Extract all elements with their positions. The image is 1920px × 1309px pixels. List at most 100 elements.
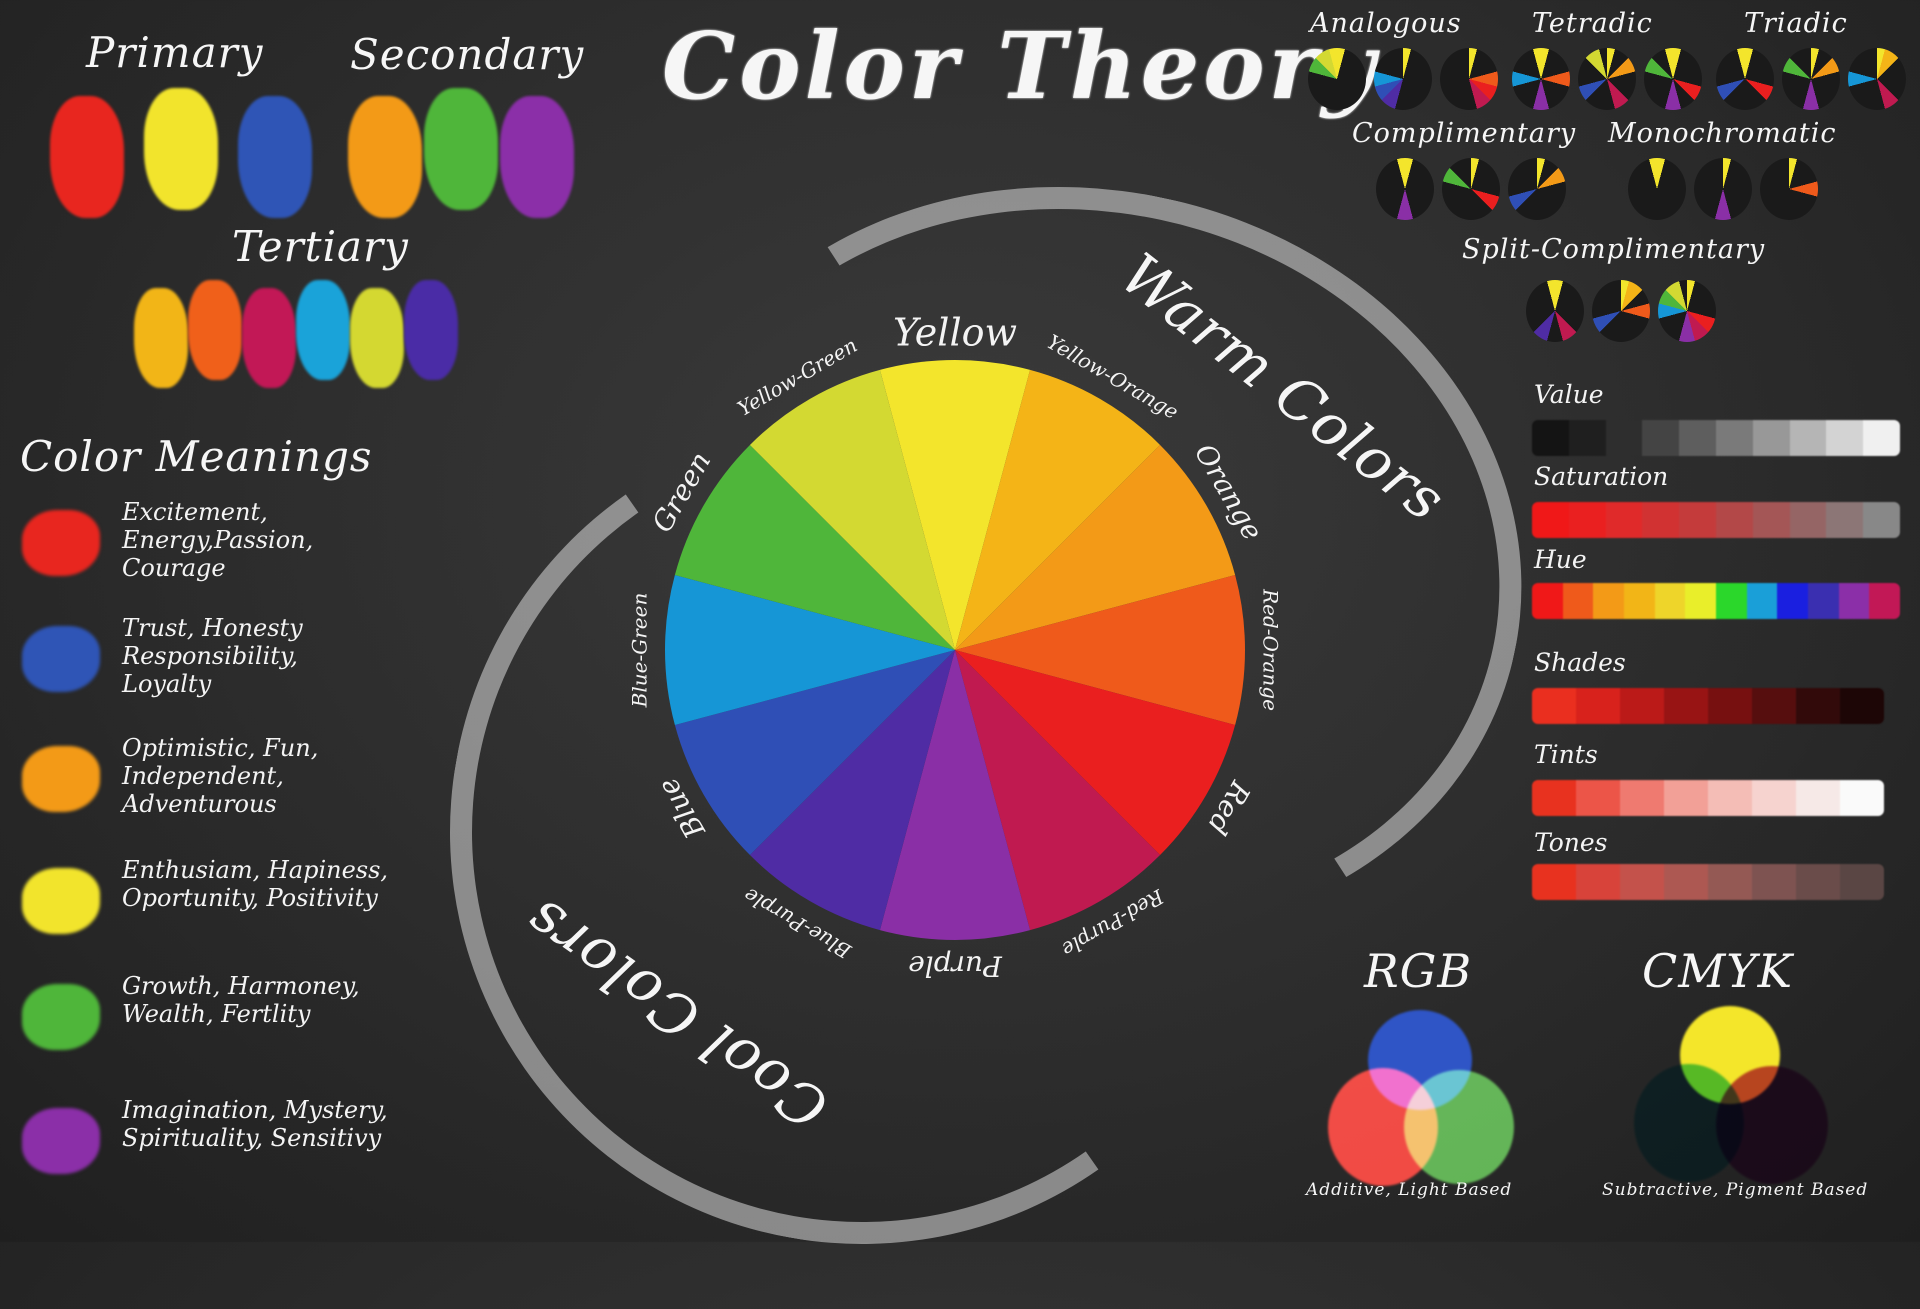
saturation-step <box>1715 502 1753 538</box>
primary-swatch <box>50 96 124 218</box>
value-step <box>1863 420 1900 456</box>
harmony-wheel <box>1658 280 1716 342</box>
harmony-wheel <box>1374 48 1432 110</box>
wheel-segment-red <box>955 650 1236 856</box>
meaning-color-blob <box>22 984 100 1050</box>
wheel-segment-yellow <box>879 359 1031 650</box>
tones-step <box>1620 864 1664 900</box>
saturation-step <box>1826 502 1864 538</box>
saturation-step <box>1605 502 1643 538</box>
harmony-wheel <box>1512 48 1570 110</box>
wheel-segment-purple <box>879 650 1031 940</box>
tints-step <box>1576 780 1620 816</box>
cmyk-caption: Subtractive, Pigment Based <box>1602 1180 1869 1200</box>
harmony-wheel <box>1526 280 1584 342</box>
harmony-wheel <box>1644 48 1702 110</box>
wheel-segment-red-orange <box>955 574 1245 726</box>
tints-step <box>1752 780 1796 816</box>
saturation-step <box>1789 502 1827 538</box>
value-step <box>1826 420 1864 456</box>
hue-step <box>1777 583 1809 619</box>
tertiary-swatch <box>242 288 296 388</box>
meaning-text: Optimistic, Fun, Independent, Adventurou… <box>122 734 319 818</box>
tertiary-swatch <box>134 288 188 388</box>
cmyk-heading: CMYK <box>1642 944 1794 998</box>
shades-step <box>1796 688 1840 724</box>
value-step <box>1642 420 1680 456</box>
value-step <box>1568 420 1606 456</box>
analogous-heading: Analogous <box>1310 8 1462 39</box>
wheel-label: Blue-Green <box>628 593 652 709</box>
primary-swatch <box>238 96 312 218</box>
secondary-swatch <box>424 88 498 210</box>
wheel-segment-yellow-green <box>749 369 955 650</box>
hue-scale <box>1532 583 1900 619</box>
rgb-heading: RGB <box>1364 944 1473 998</box>
saturation-step <box>1752 502 1790 538</box>
harmony-wheel <box>1308 48 1366 110</box>
shades-step <box>1664 688 1708 724</box>
harmony-wheel <box>1442 158 1500 220</box>
primary-swatch <box>144 88 218 210</box>
tertiary-swatch <box>404 280 458 380</box>
meaning-text: Imagination, Mystery, Spirituality, Sens… <box>122 1096 388 1152</box>
tints-step <box>1796 780 1840 816</box>
tints-step <box>1840 780 1884 816</box>
color-wheel: Yellow Yellow-OrangeOrangeRed-OrangeRedRe… <box>628 311 1283 983</box>
tones-step <box>1840 864 1884 900</box>
primary-heading: Primary <box>86 28 264 77</box>
tones-step <box>1576 864 1620 900</box>
page-title: Color Theory <box>662 12 1379 120</box>
harmony-wheel <box>1376 158 1434 220</box>
meaning-color-blob <box>22 510 100 576</box>
tones-step <box>1664 864 1708 900</box>
hue-step <box>1746 583 1778 619</box>
hue-step <box>1838 583 1870 619</box>
saturation-label: Saturation <box>1534 462 1669 491</box>
meaning-text: Trust, Honesty Responsibility, Loyalty <box>122 614 303 698</box>
split-complimentary-heading: Split-Complimentary <box>1462 234 1766 265</box>
shades-step <box>1708 688 1752 724</box>
secondary-heading: Secondary <box>350 30 585 79</box>
tints-scale <box>1532 780 1884 816</box>
tertiary-swatch <box>350 288 404 388</box>
tints-step <box>1708 780 1752 816</box>
color-meanings-heading: Color Meanings <box>20 432 373 481</box>
tones-label: Tones <box>1534 828 1608 857</box>
meaning-color-blob <box>22 868 100 934</box>
saturation-scale <box>1532 502 1900 538</box>
hue-step <box>1654 583 1686 619</box>
meaning-text: Excitement, Energy,Passion, Courage <box>122 498 314 582</box>
harmony-wheel <box>1592 280 1650 342</box>
meaning-color-blob <box>22 626 100 692</box>
hue-step <box>1869 583 1900 619</box>
value-step <box>1679 420 1716 456</box>
harmony-wheel <box>1628 158 1686 220</box>
wheel-segment-blue <box>674 650 955 856</box>
saturation-step <box>1532 502 1569 538</box>
wheel-segment-yellow-orange <box>955 369 1161 650</box>
shades-step <box>1840 688 1884 724</box>
hue-step <box>1562 583 1594 619</box>
shades-step <box>1576 688 1620 724</box>
tints-step <box>1532 780 1576 816</box>
hue-step <box>1593 583 1625 619</box>
tones-scale <box>1532 864 1884 900</box>
wheel-segment-red-purple <box>955 650 1161 931</box>
triadic-heading: Triadic <box>1744 8 1848 39</box>
meaning-text: Enthusiam, Hapiness, Oportunity, Positiv… <box>122 856 389 912</box>
harmony-wheel <box>1694 158 1752 220</box>
wheel-label: Yellow <box>893 311 1017 355</box>
harmony-wheel <box>1440 48 1498 110</box>
wheel-label: Purple <box>908 950 1003 983</box>
saturation-step <box>1642 502 1680 538</box>
hue-step <box>1716 583 1747 619</box>
harmony-wheel <box>1782 48 1840 110</box>
shades-label: Shades <box>1534 648 1626 677</box>
harmony-wheel <box>1508 158 1566 220</box>
saturation-step <box>1568 502 1606 538</box>
tertiary-swatch <box>296 280 350 380</box>
wheel-segment-green <box>674 444 955 650</box>
hue-step <box>1532 583 1563 619</box>
hue-step <box>1685 583 1717 619</box>
